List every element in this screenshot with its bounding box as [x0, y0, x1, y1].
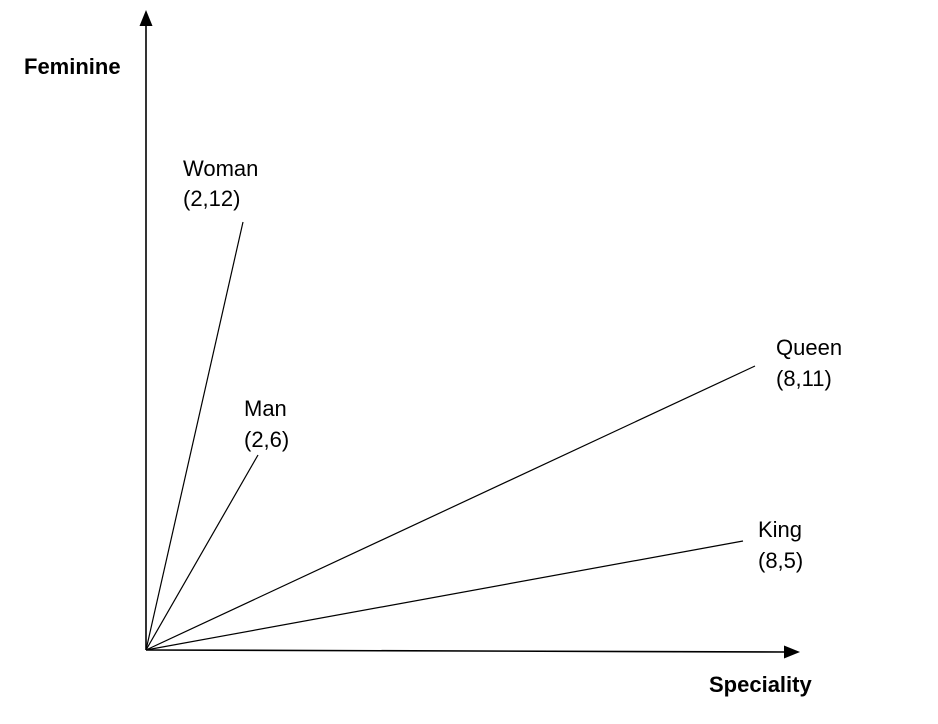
king-vector: [145, 540, 744, 651]
queen-label: Queen: [776, 335, 842, 360]
y-axis-label: Feminine: [24, 54, 121, 79]
queen-vector: [145, 365, 756, 651]
x-axis-label: Speciality: [709, 672, 812, 697]
y-axis-arrowhead: [139, 10, 153, 26]
king-label: King: [758, 517, 802, 542]
king-coords: (8,5): [758, 548, 803, 573]
woman-vector: [145, 221, 244, 651]
woman-coords: (2,12): [183, 186, 240, 211]
man-coords: (2,6): [244, 427, 289, 452]
man-label: Man: [244, 396, 287, 421]
man-vector: [145, 454, 259, 651]
queen-coords: (8,11): [776, 366, 832, 391]
x-axis-arrowhead: [784, 645, 800, 659]
woman-label: Woman: [183, 156, 258, 181]
x-axis: [145, 649, 787, 653]
